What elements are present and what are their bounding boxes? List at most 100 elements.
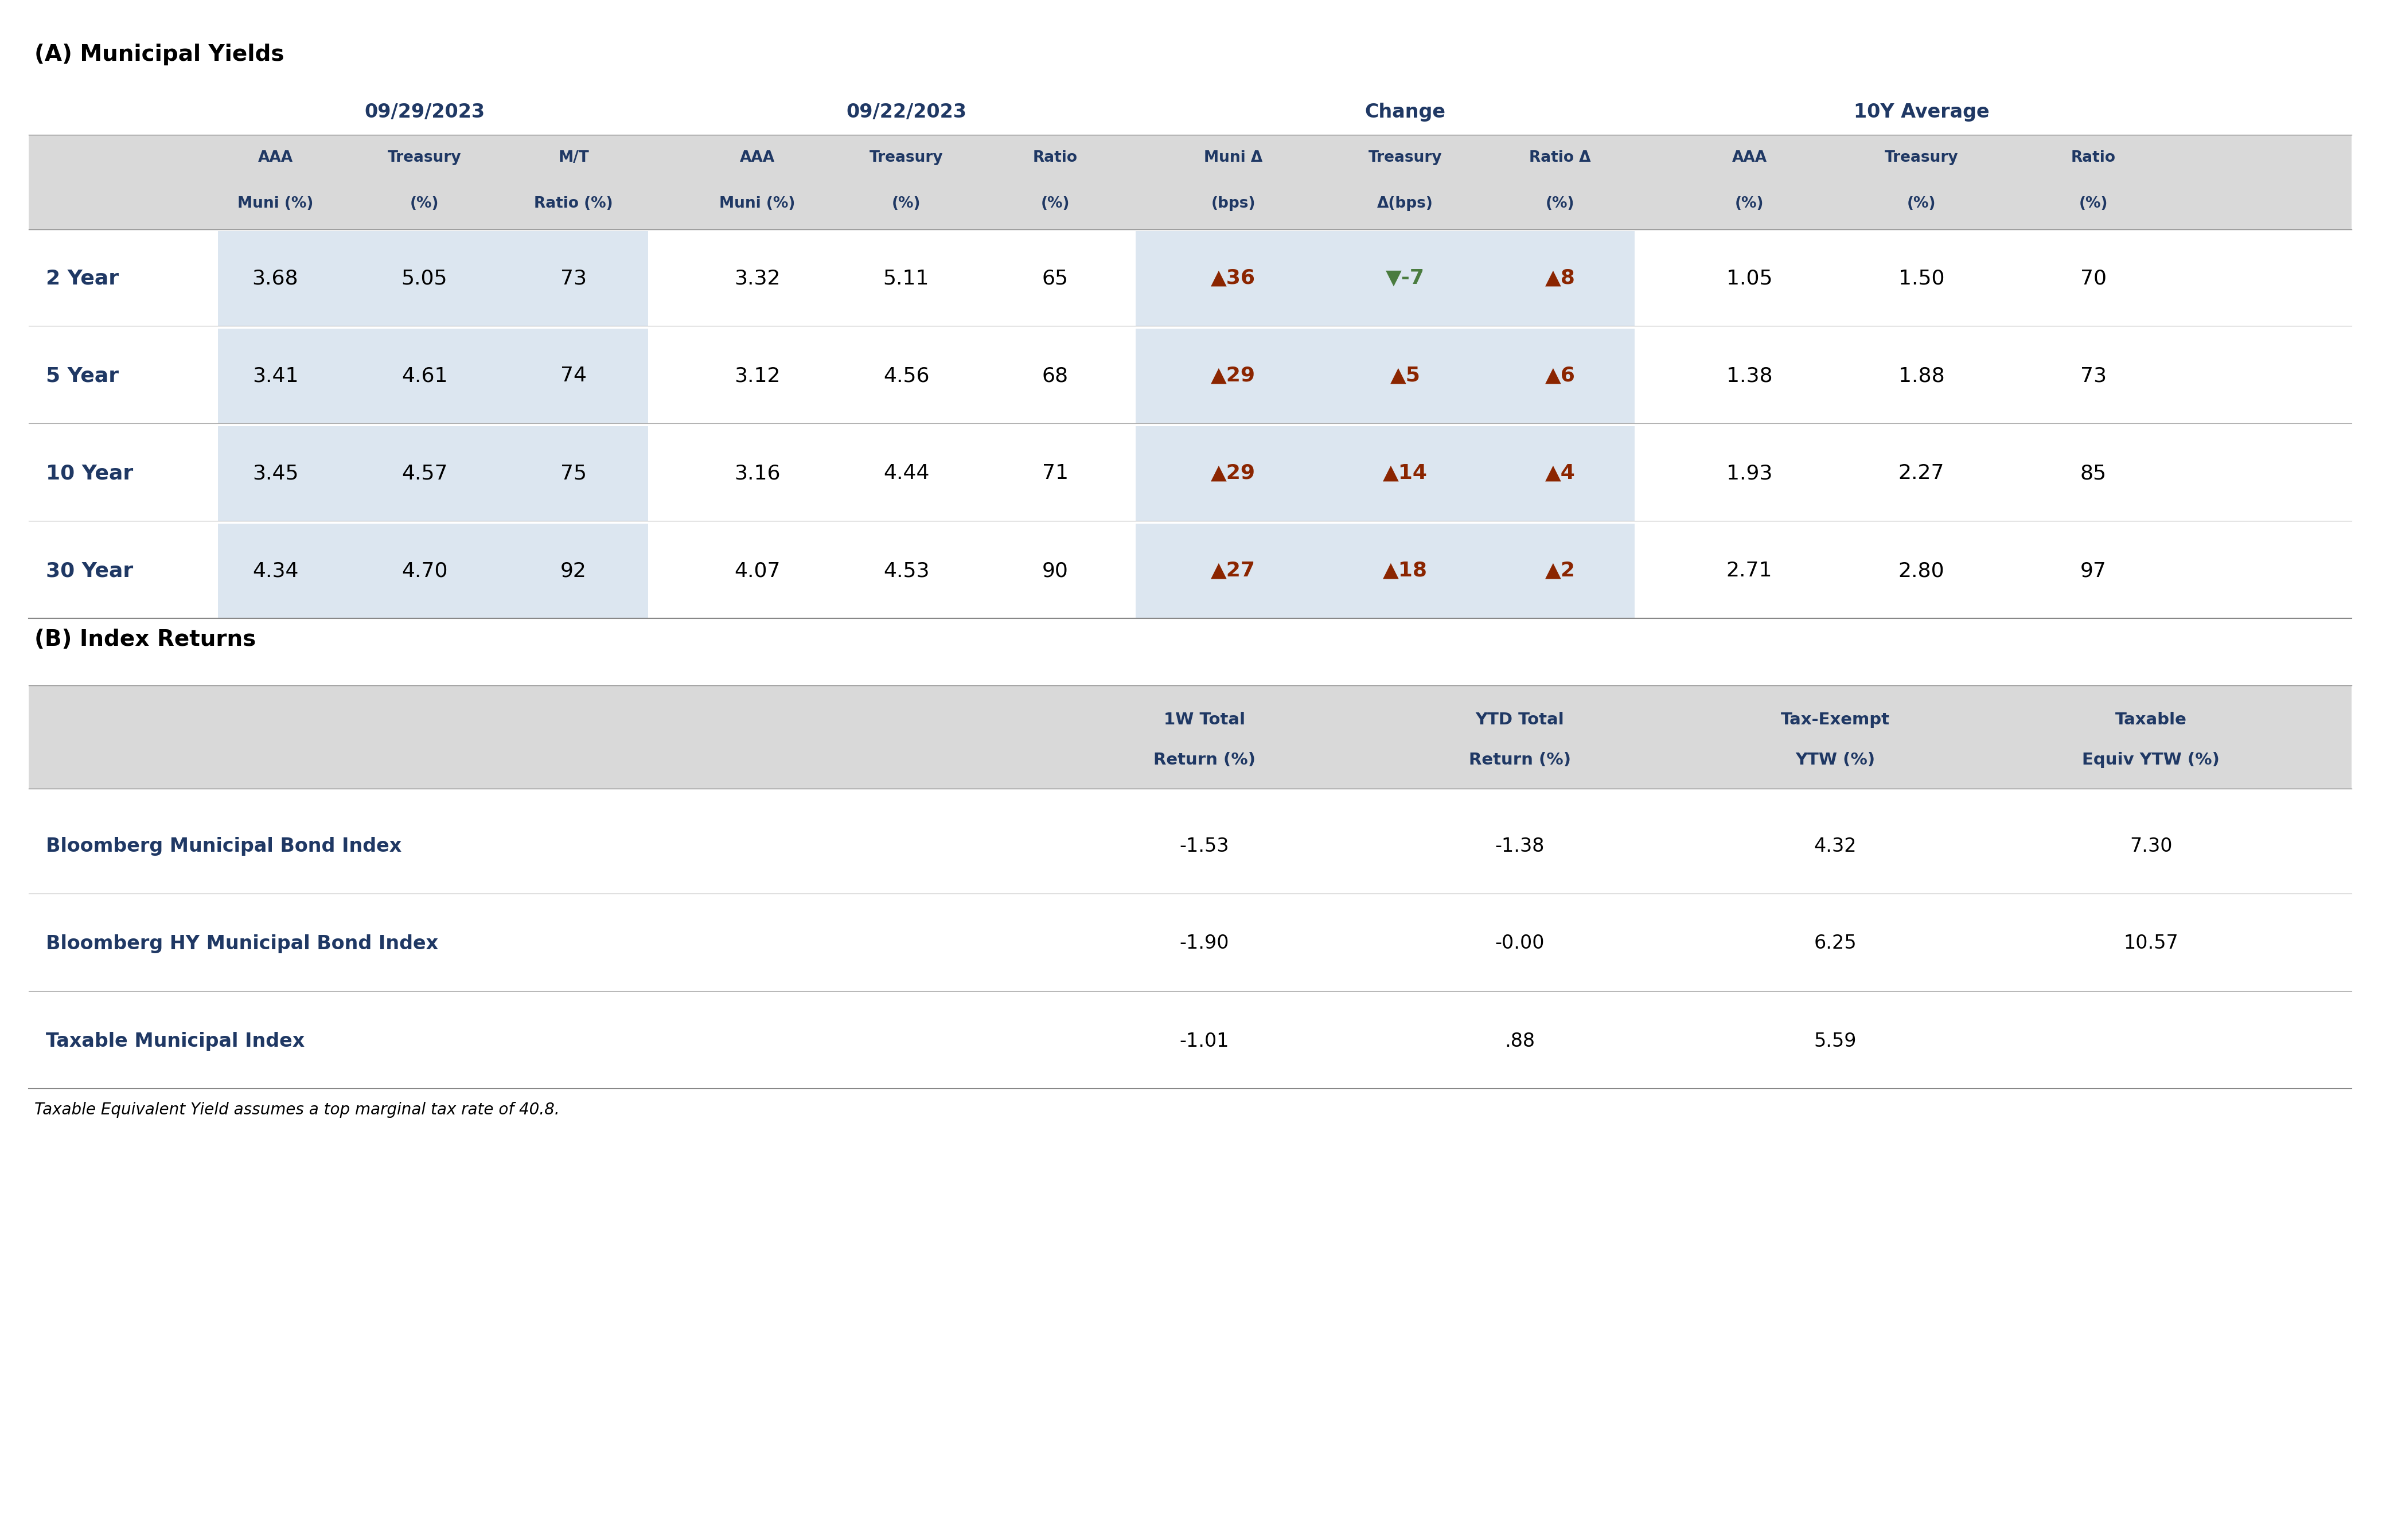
Text: Equiv YTW (%): Equiv YTW (%) bbox=[2082, 752, 2220, 768]
Text: 4.53: 4.53 bbox=[884, 561, 930, 581]
Text: (%): (%) bbox=[1546, 196, 1575, 211]
Text: Muni Δ: Muni Δ bbox=[1205, 151, 1262, 165]
Text: 1.50: 1.50 bbox=[1898, 268, 1945, 288]
Text: 5 Year: 5 Year bbox=[45, 367, 120, 385]
Text: 4.70: 4.70 bbox=[402, 561, 447, 581]
Text: 85: 85 bbox=[2079, 464, 2106, 484]
Text: Ratio: Ratio bbox=[1032, 151, 1078, 165]
FancyBboxPatch shape bbox=[29, 685, 2352, 788]
FancyBboxPatch shape bbox=[1635, 427, 2352, 521]
Text: ▲29: ▲29 bbox=[1212, 464, 1255, 484]
FancyBboxPatch shape bbox=[217, 328, 648, 423]
Text: 4.07: 4.07 bbox=[734, 561, 779, 581]
Text: 1.93: 1.93 bbox=[1726, 464, 1773, 484]
Text: 2.71: 2.71 bbox=[1726, 561, 1773, 581]
Text: 2.27: 2.27 bbox=[1898, 464, 1945, 484]
Text: ▲2: ▲2 bbox=[1544, 561, 1575, 581]
Text: 6.25: 6.25 bbox=[1814, 935, 1857, 953]
Text: YTW (%): YTW (%) bbox=[1795, 752, 1876, 768]
Text: ▲29: ▲29 bbox=[1212, 367, 1255, 385]
Text: Taxable: Taxable bbox=[2115, 711, 2187, 728]
Text: -0.00: -0.00 bbox=[1496, 935, 1544, 953]
Text: ▲36: ▲36 bbox=[1212, 268, 1255, 288]
Text: (bps): (bps) bbox=[1212, 196, 1255, 211]
FancyBboxPatch shape bbox=[1635, 524, 2352, 618]
Text: Bloomberg Municipal Bond Index: Bloomberg Municipal Bond Index bbox=[45, 836, 402, 855]
Text: 1.38: 1.38 bbox=[1726, 367, 1773, 385]
Text: 5.59: 5.59 bbox=[1814, 1032, 1857, 1050]
Text: .88: .88 bbox=[1506, 1032, 1534, 1050]
Text: 3.16: 3.16 bbox=[734, 464, 779, 484]
Text: Ratio Δ: Ratio Δ bbox=[1530, 151, 1592, 165]
Text: 09/29/2023: 09/29/2023 bbox=[363, 102, 485, 122]
Text: 4.56: 4.56 bbox=[884, 367, 930, 385]
FancyBboxPatch shape bbox=[217, 427, 648, 521]
Text: 1.88: 1.88 bbox=[1898, 367, 1945, 385]
Text: 3.68: 3.68 bbox=[253, 268, 299, 288]
Text: Bloomberg HY Municipal Bond Index: Bloomberg HY Municipal Bond Index bbox=[45, 935, 437, 953]
FancyBboxPatch shape bbox=[217, 231, 648, 325]
Text: 1.05: 1.05 bbox=[1726, 268, 1773, 288]
Text: Return (%): Return (%) bbox=[1154, 752, 1255, 768]
Text: 5.11: 5.11 bbox=[884, 268, 930, 288]
Text: -1.53: -1.53 bbox=[1181, 836, 1228, 855]
Text: (%): (%) bbox=[1042, 196, 1071, 211]
Text: 74: 74 bbox=[559, 367, 588, 385]
Text: Tax-Exempt: Tax-Exempt bbox=[1781, 711, 1890, 728]
Text: 3.45: 3.45 bbox=[253, 464, 299, 484]
Text: 3.41: 3.41 bbox=[253, 367, 299, 385]
Text: Muni (%): Muni (%) bbox=[237, 196, 313, 211]
Text: Treasury: Treasury bbox=[387, 151, 461, 165]
FancyBboxPatch shape bbox=[1135, 328, 1635, 423]
Text: (%): (%) bbox=[1735, 196, 1764, 211]
FancyBboxPatch shape bbox=[648, 231, 1135, 325]
Text: ▼-7: ▼-7 bbox=[1386, 268, 1424, 288]
Text: -1.01: -1.01 bbox=[1181, 1032, 1228, 1050]
Text: AAA: AAA bbox=[1733, 151, 1766, 165]
Text: Change: Change bbox=[1365, 102, 1446, 122]
Text: ▲8: ▲8 bbox=[1544, 268, 1575, 288]
Text: Return (%): Return (%) bbox=[1470, 752, 1570, 768]
FancyBboxPatch shape bbox=[1135, 427, 1635, 521]
Text: Taxable Equivalent Yield assumes a top marginal tax rate of 40.8.: Taxable Equivalent Yield assumes a top m… bbox=[33, 1101, 559, 1118]
Text: 71: 71 bbox=[1042, 464, 1068, 484]
FancyBboxPatch shape bbox=[29, 136, 2352, 229]
FancyBboxPatch shape bbox=[1135, 524, 1635, 618]
Text: ▲14: ▲14 bbox=[1384, 464, 1427, 484]
Text: 30 Year: 30 Year bbox=[45, 561, 134, 581]
Text: ▲27: ▲27 bbox=[1212, 561, 1255, 581]
Text: 4.44: 4.44 bbox=[884, 464, 930, 484]
Text: 90: 90 bbox=[1042, 561, 1068, 581]
Text: 10 Year: 10 Year bbox=[45, 464, 134, 484]
Text: 4.32: 4.32 bbox=[1814, 836, 1857, 855]
Text: 75: 75 bbox=[559, 464, 588, 484]
Text: 68: 68 bbox=[1042, 367, 1068, 385]
Text: 1W Total: 1W Total bbox=[1164, 711, 1245, 728]
Text: (%): (%) bbox=[891, 196, 920, 211]
Text: Ratio: Ratio bbox=[2072, 151, 2115, 165]
Text: -1.38: -1.38 bbox=[1496, 836, 1544, 855]
Text: Treasury: Treasury bbox=[1886, 151, 1957, 165]
FancyBboxPatch shape bbox=[1635, 231, 2352, 325]
Text: (%): (%) bbox=[2079, 196, 2108, 211]
Text: 92: 92 bbox=[559, 561, 586, 581]
Text: 2 Year: 2 Year bbox=[45, 268, 120, 288]
Text: 70: 70 bbox=[2079, 268, 2106, 288]
Text: Treasury: Treasury bbox=[1369, 151, 1441, 165]
FancyBboxPatch shape bbox=[1135, 231, 1635, 325]
FancyBboxPatch shape bbox=[648, 524, 1135, 618]
Text: 73: 73 bbox=[559, 268, 588, 288]
FancyBboxPatch shape bbox=[648, 427, 1135, 521]
Text: Muni (%): Muni (%) bbox=[719, 196, 796, 211]
Text: 3.32: 3.32 bbox=[734, 268, 779, 288]
Text: Ratio (%): Ratio (%) bbox=[533, 196, 612, 211]
Text: ▲4: ▲4 bbox=[1544, 464, 1575, 484]
FancyBboxPatch shape bbox=[648, 328, 1135, 423]
Text: 65: 65 bbox=[1042, 268, 1068, 288]
Text: M/T: M/T bbox=[559, 151, 588, 165]
Text: -1.90: -1.90 bbox=[1181, 935, 1228, 953]
Text: (A) Municipal Yields: (A) Municipal Yields bbox=[33, 43, 284, 65]
Text: AAA: AAA bbox=[739, 151, 774, 165]
Text: 73: 73 bbox=[2079, 367, 2106, 385]
Text: AAA: AAA bbox=[258, 151, 294, 165]
